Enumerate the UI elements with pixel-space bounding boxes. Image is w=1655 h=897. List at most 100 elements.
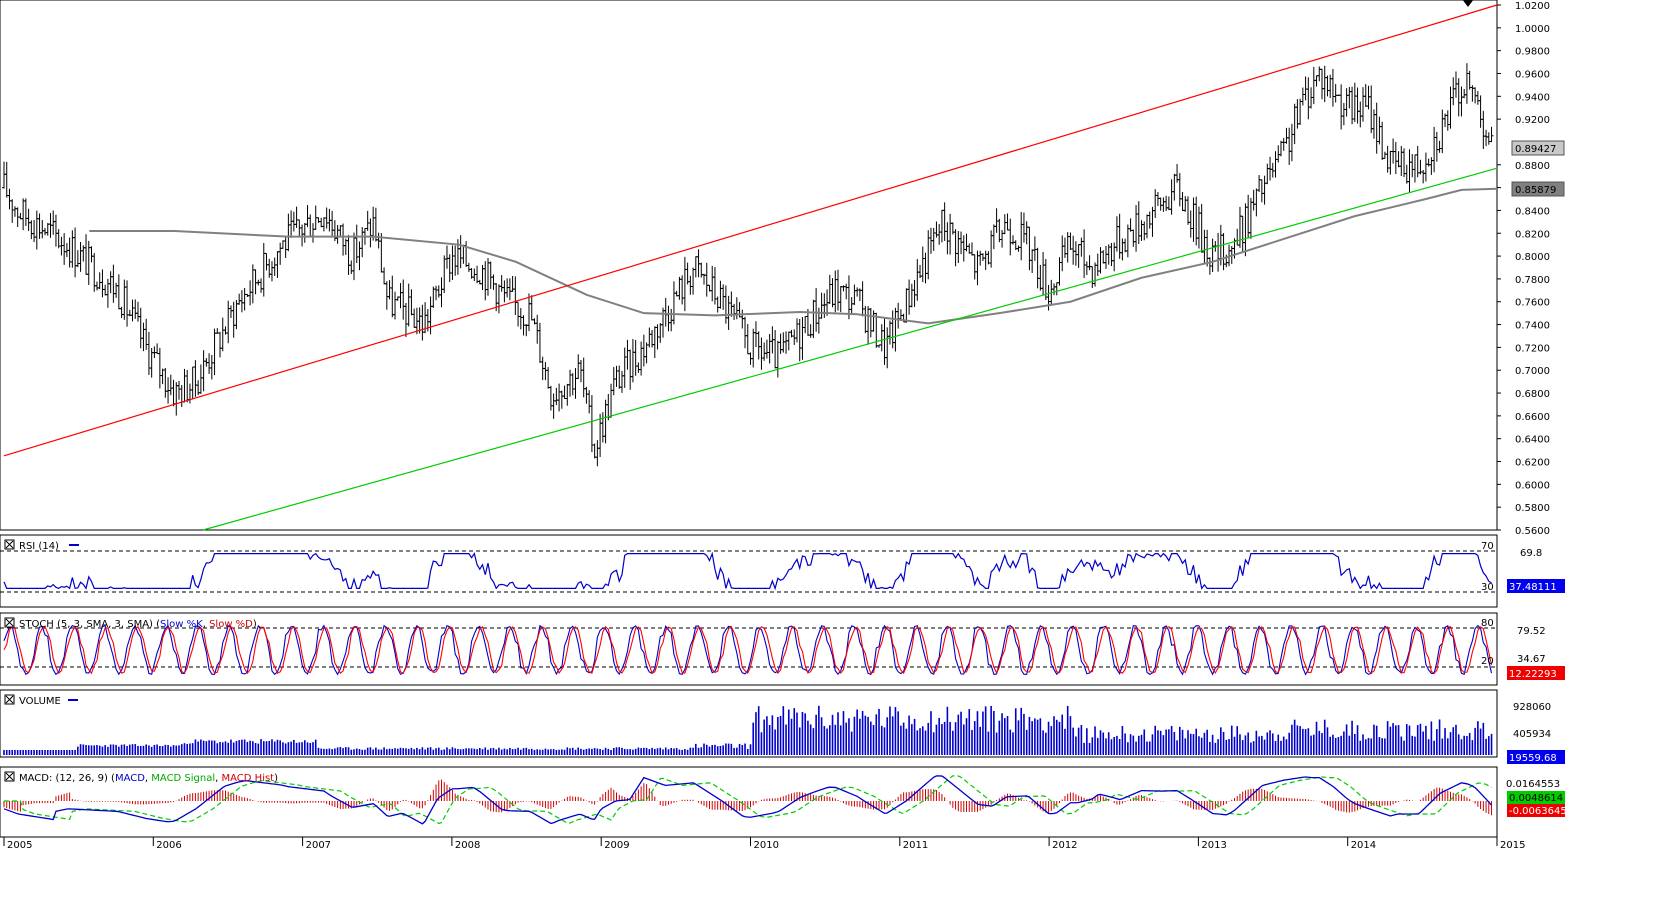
volume-bar [1427, 739, 1430, 755]
volume-bar [820, 717, 823, 755]
volume-bar [19, 750, 22, 755]
volume-bar [809, 724, 812, 755]
volume-bar [957, 714, 960, 755]
volume-bar [793, 708, 796, 755]
volume-bar [938, 717, 940, 755]
volume-bar [175, 745, 178, 755]
volume-bar [388, 748, 391, 755]
volume-bar [394, 748, 396, 755]
volume-bar [1214, 742, 1217, 755]
volume-bar [1102, 732, 1105, 755]
volume-bar [1014, 708, 1017, 755]
scroll-marker-icon[interactable] [1462, 0, 1474, 7]
price-plot-area [0, 0, 1498, 531]
volume-bar [243, 739, 246, 755]
volume-bar [555, 749, 558, 755]
volume-bar [104, 745, 106, 755]
volume-bar [46, 750, 49, 755]
volume-bar [260, 739, 262, 755]
volume-bar [1189, 733, 1192, 755]
volume-bar [664, 747, 667, 755]
stoch-scale-low: 34.67 [1517, 654, 1546, 665]
volume-bar [1110, 739, 1113, 755]
volume-bar [1099, 730, 1102, 755]
volume-bar [246, 741, 249, 755]
volume-bar [1471, 740, 1474, 755]
volume-bar [719, 745, 722, 755]
volume-bar [998, 720, 1001, 755]
volume-bar [634, 748, 637, 755]
volume-bar [1487, 736, 1490, 755]
volume-bar [1039, 718, 1042, 755]
volume-bar [902, 722, 905, 755]
volume-current-value: 19559.68 [1509, 753, 1557, 764]
volume-bar [492, 747, 495, 755]
volume-bar [1140, 734, 1143, 755]
volume-bar [279, 740, 281, 755]
price-tick-label: 0.8200 [1515, 229, 1550, 240]
volume-bar [522, 748, 525, 755]
volume-bar [1381, 738, 1383, 755]
x-tick-label: 2007 [306, 840, 331, 851]
volume-bar [342, 748, 344, 755]
macd-line [3, 775, 1493, 825]
volume-bar [941, 724, 943, 755]
volume-bar [1343, 731, 1345, 755]
volume-bar [1132, 735, 1135, 755]
volume-bar [1241, 740, 1244, 755]
volume-bar [1468, 732, 1471, 755]
volume-bar [1096, 737, 1099, 755]
volume-bar [1375, 725, 1378, 755]
volume-bar [741, 744, 744, 755]
volume-bar [205, 741, 208, 755]
volume-bar [1137, 735, 1140, 755]
volume-bar [596, 748, 599, 755]
macd-scale-value: 0.0164553 [1506, 779, 1560, 790]
volume-bar [1012, 732, 1014, 755]
x-tick-label: 2012 [1052, 840, 1077, 851]
rsi-plot-area [0, 534, 1498, 608]
volume-bar [1258, 736, 1260, 755]
volume-bar [372, 749, 374, 755]
volume-bar [585, 748, 588, 755]
volume-bar [1384, 738, 1386, 755]
volume-bar [1438, 719, 1441, 755]
volume-bar [1288, 732, 1290, 755]
volume-bar [550, 749, 552, 755]
volume-bar [134, 744, 137, 755]
volume-bar [170, 746, 172, 755]
volume-bar [1066, 705, 1069, 755]
volume-bar [126, 745, 128, 755]
volume-bar [604, 747, 607, 755]
volume-bar [216, 743, 219, 755]
price-tick-label: 0.5800 [1515, 503, 1550, 514]
volume-bar [916, 730, 919, 755]
volume-bar [361, 749, 364, 755]
volume-bar [1446, 738, 1449, 755]
volume-bar [837, 712, 839, 755]
volume-bar [1285, 739, 1288, 755]
volume-bar [55, 750, 57, 755]
volume-bar [801, 711, 804, 755]
volume-bar [509, 747, 511, 755]
volume-bar [380, 749, 383, 755]
volume-bar [1263, 739, 1266, 755]
last-price-value: 0.89427 [1515, 144, 1556, 155]
volume-bar [451, 747, 454, 755]
volume-bar [924, 730, 927, 755]
volume-bar [224, 741, 227, 755]
volume-bar [962, 724, 965, 755]
volume-bar [853, 716, 856, 755]
volume-bar [465, 748, 467, 755]
volume-bar [1230, 725, 1233, 755]
volume-bar [1233, 736, 1236, 755]
volume-bar [421, 747, 424, 755]
volume-bar [1105, 738, 1107, 755]
stoch-plot-area [0, 612, 1498, 686]
volume-bar [1329, 736, 1331, 755]
volume-bar [309, 742, 312, 755]
rsi-level-low: 30 [1481, 582, 1494, 593]
volume-bar [845, 722, 848, 755]
volume-bar [429, 747, 432, 755]
